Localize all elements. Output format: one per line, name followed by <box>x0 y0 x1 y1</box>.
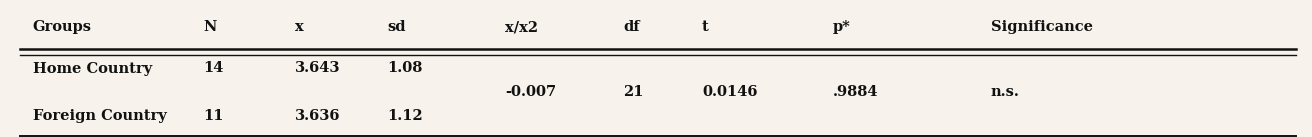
Text: 21: 21 <box>623 85 644 99</box>
Text: 3.643: 3.643 <box>295 62 341 75</box>
Text: t: t <box>702 20 708 34</box>
Text: .9884: .9884 <box>833 85 879 99</box>
Text: sd: sd <box>387 20 405 34</box>
Text: x/x2: x/x2 <box>505 20 538 34</box>
Text: x: x <box>295 20 304 34</box>
Text: df: df <box>623 20 640 34</box>
Text: 11: 11 <box>203 109 224 123</box>
Text: n.s.: n.s. <box>991 85 1019 99</box>
Text: N: N <box>203 20 216 34</box>
Text: 0.0146: 0.0146 <box>702 85 757 99</box>
Text: p*: p* <box>833 20 851 34</box>
Text: Home Country: Home Country <box>33 62 152 75</box>
Text: -0.007: -0.007 <box>505 85 556 99</box>
Text: Significance: Significance <box>991 20 1093 34</box>
Text: 14: 14 <box>203 62 224 75</box>
Text: 1.12: 1.12 <box>387 109 422 123</box>
Text: Foreign Country: Foreign Country <box>33 109 167 123</box>
Text: Groups: Groups <box>33 20 92 34</box>
Text: 1.08: 1.08 <box>387 62 422 75</box>
Text: 3.636: 3.636 <box>295 109 341 123</box>
